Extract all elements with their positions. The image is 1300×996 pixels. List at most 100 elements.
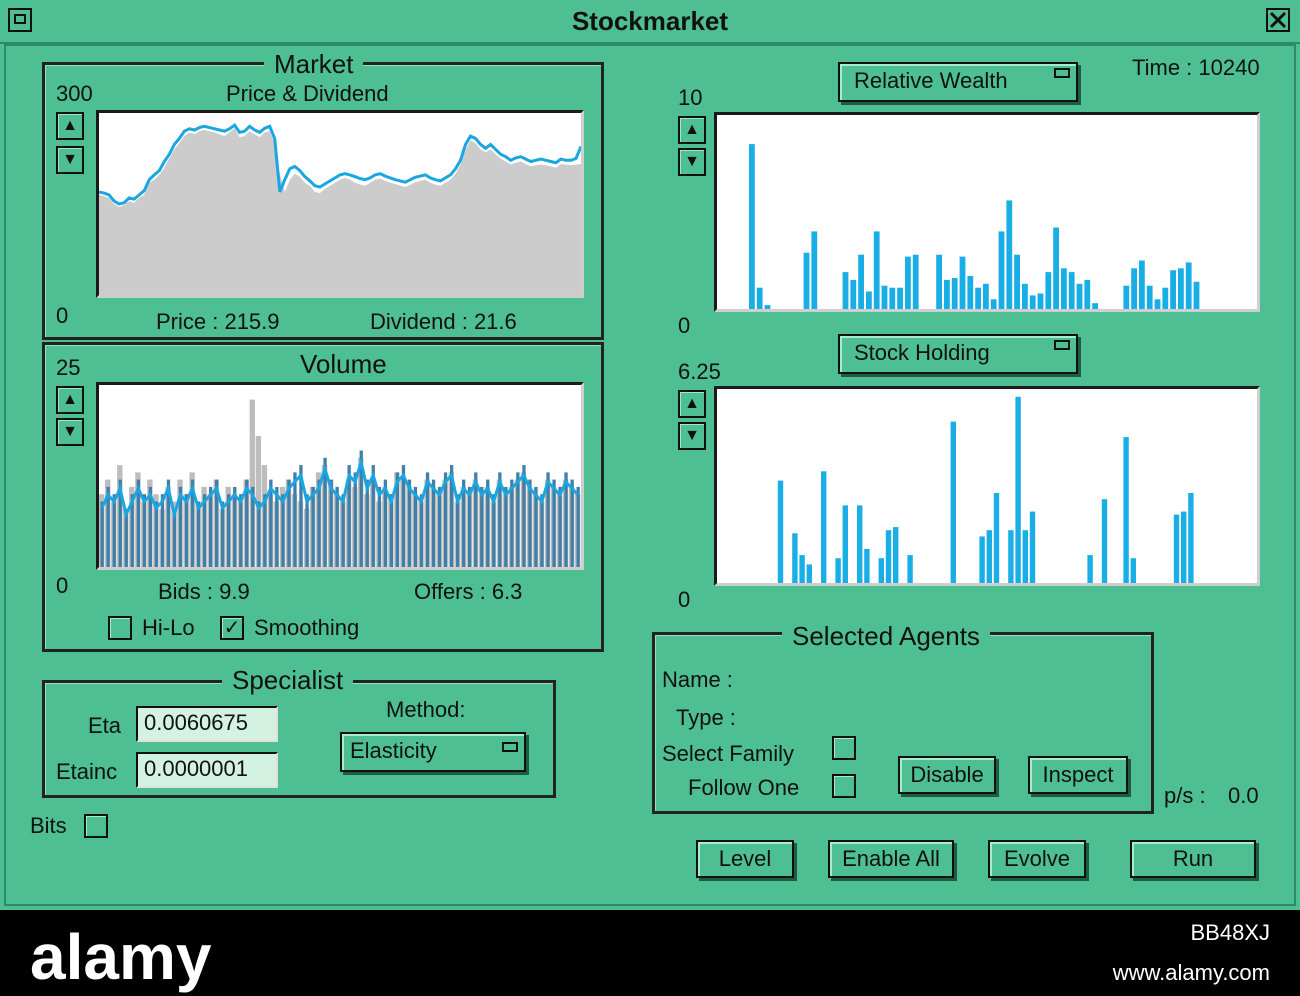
wealth-bar [1037,293,1044,309]
volume-bar-dark [383,479,387,567]
window-menu-button[interactable] [8,8,32,32]
volume-bar-dark [106,486,110,567]
wealth-bar [1014,254,1020,309]
holding-bar [792,533,798,583]
specialist-frame-title: Specialist [222,666,354,694]
volume-bar-dark [552,479,556,567]
wealth-bar [1193,281,1200,309]
volume-bar-dark [178,486,183,567]
volume-bar-dark [202,494,207,567]
wealth-bar [756,287,763,309]
volume-bar-dark [450,465,454,567]
volume-bar-dark [148,486,152,567]
inspect-button[interactable]: Inspect [1028,756,1128,794]
triangle-up-icon: ▲ [62,391,78,408]
holding-bar [1173,514,1180,583]
wealth-bar [975,287,981,309]
wealth-bar [944,279,950,309]
level-button[interactable]: Level [696,840,794,878]
wealth-bar [1162,287,1169,309]
volume-scale-up-button[interactable]: ▲ [56,386,84,414]
select-family-checkbox[interactable] [832,736,856,760]
enable-all-button[interactable]: Enable All [828,840,954,878]
holding-scale-down-button[interactable]: ▼ [678,422,706,450]
wealth-bar [850,279,857,309]
volume-scale-down-button[interactable]: ▼ [56,418,84,446]
stock-holding-chart [777,396,1194,583]
wealth-bar [897,287,903,309]
relative-wealth-menu-button[interactable]: Relative Wealth [838,62,1078,102]
volume-bar-dark [281,494,285,567]
market-scale-up-button[interactable]: ▲ [56,112,84,140]
run-button[interactable]: Run [1130,840,1256,878]
volume-bar-dark [245,479,249,567]
method-menu-button[interactable]: Elasticity [340,732,526,772]
eta-field[interactable]: 0.0060675 [136,706,278,742]
relative-wealth-menu-label: Relative Wealth [854,68,1008,93]
wealth-bar [998,231,1005,309]
window-title: Stockmarket [571,6,729,36]
wealth-scale-down-button[interactable]: ▼ [678,148,706,176]
follow-one-checkbox[interactable] [832,774,856,798]
holding-bar [1029,511,1036,583]
volume-chart [99,399,581,567]
wealth-bar [1084,279,1091,309]
volume-bar-dark [196,501,201,567]
volume-bar-dark [263,494,267,567]
bids-readout: Bids : 9.9 [158,579,250,604]
volume-bar-dark [190,479,195,567]
agent-type-label: Type : [676,705,736,730]
holding-scale-up-button[interactable]: ▲ [678,390,706,418]
volume-bar-dark [480,486,484,567]
volume-bar-dark [305,494,309,567]
holding-bar [835,558,841,583]
stock-holding-menu-button[interactable]: Stock Holding [838,334,1078,374]
bits-checkbox[interactable] [84,814,108,838]
wealth-bar [1045,272,1052,309]
wealth-bar [983,283,989,309]
smoothing-label: Smoothing [254,615,360,640]
footer-banner: alamy BB48XJ www.alamy.com [0,910,1300,996]
disable-button[interactable]: Disable [898,756,996,794]
offers-readout: Offers : 6.3 [414,579,523,604]
volume-bar-dark [154,501,158,567]
volume-smoothed-line [100,456,580,521]
wealth-bar [1123,285,1130,309]
evolve-button[interactable]: Evolve [988,840,1086,878]
etainc-field[interactable]: 0.0000001 [136,752,278,788]
volume-bar-dark [184,494,189,567]
wealth-bar [866,291,872,309]
wealth-bar [1029,295,1036,309]
volume-bar-dark [227,494,231,567]
holding-bar [806,564,812,583]
hilo-checkbox[interactable] [108,616,132,640]
wealth-bar [1170,270,1176,309]
wealth-bar [951,278,958,309]
stockmarket-window: Stockmarket Market 300 Price & Dividend … [0,0,1300,910]
volume-bar-dark [486,479,490,567]
market-scale-down-button[interactable]: ▼ [56,146,84,174]
volume-bar-dark [311,486,315,567]
volume-bar-dark [431,479,436,567]
smoothing-checkbox[interactable]: ✓ [220,616,244,640]
agent-name-label: Name : [662,667,733,692]
holding-bar [842,505,848,583]
wealth-bar [1092,303,1098,309]
volume-bar-dark [221,501,225,567]
wealth-bar [842,272,849,309]
window-menu-icon [14,14,26,24]
wealth-bar [912,254,919,309]
relative-wealth-chart [749,144,1200,309]
dividend-area [99,128,581,295]
wealth-bar [959,256,966,309]
wealth-ymax-label: 10 [678,85,703,110]
wealth-bar [936,254,942,309]
etainc-label: Etainc [56,759,118,784]
volume-bar-dark [130,494,134,567]
holding-bar [907,555,913,583]
close-button[interactable] [1266,8,1290,32]
volume-plot [96,382,584,570]
wealth-scale-up-button[interactable]: ▲ [678,116,706,144]
volume-bar-dark [498,472,502,567]
holding-bar [864,548,870,583]
